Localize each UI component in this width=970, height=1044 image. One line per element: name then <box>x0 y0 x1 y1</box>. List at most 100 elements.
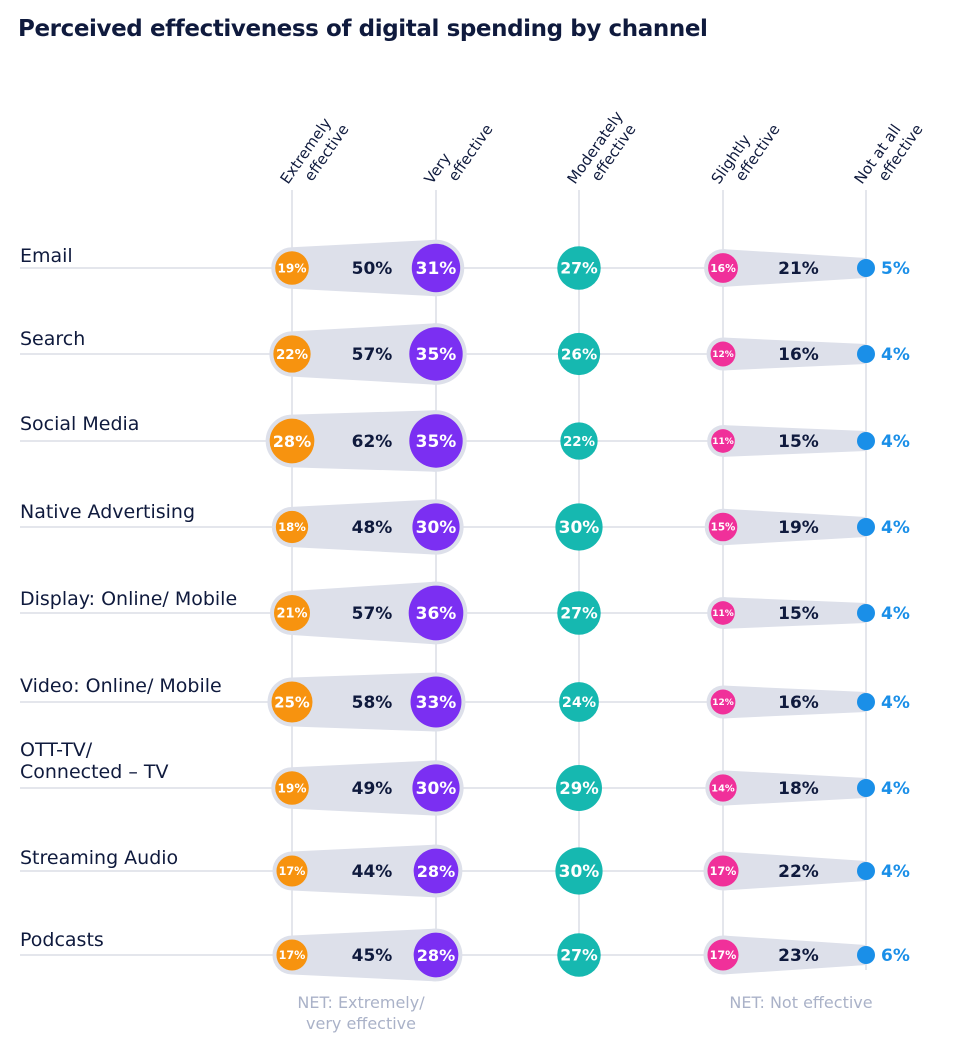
bubble-value: 26% <box>561 345 597 363</box>
bubble-2 <box>412 764 460 812</box>
bubble-3 <box>555 847 603 895</box>
row-label: OTT-TV/ <box>20 739 93 761</box>
bubble-4 <box>708 512 738 542</box>
bubble-5 <box>857 518 875 536</box>
row-label: Email <box>20 245 73 267</box>
net-effective-band <box>292 844 436 898</box>
bubble-value: 14% <box>711 784 735 795</box>
net-not-effective-band <box>723 425 866 457</box>
bubble-2 <box>413 848 459 894</box>
bubble-1 <box>273 335 311 373</box>
bubble-1 <box>271 681 313 723</box>
net-not-effective-value: 18% <box>778 779 819 799</box>
net-effective-band <box>292 499 436 555</box>
net-not-effective-band <box>723 935 866 975</box>
bubble-5 <box>857 432 875 450</box>
net-not-effective-value: 15% <box>778 432 819 452</box>
bubble-value: 27% <box>560 946 598 965</box>
net-not-effective-band <box>723 249 866 287</box>
bubble-2 <box>408 585 464 641</box>
bubble-4 <box>710 689 736 715</box>
row-label: Social Media <box>20 413 139 435</box>
net-not-effective-value: 22% <box>778 862 819 882</box>
bubble-value: 28% <box>273 432 312 451</box>
bubble-5-value: 4% <box>881 604 910 624</box>
net-not-effective-band <box>723 685 866 719</box>
net-not-effective-band <box>723 597 866 629</box>
bubble-5-value: 4% <box>881 779 910 799</box>
bubble-2 <box>410 676 462 728</box>
footer-net-effective: very effective <box>306 1014 416 1033</box>
bubble-4 <box>709 774 737 802</box>
bubble-value: 30% <box>416 779 457 799</box>
bubble-5-value: 5% <box>881 259 910 279</box>
bubble-value: 18% <box>278 520 306 534</box>
bubble-value: 21% <box>276 607 307 622</box>
bubble-3 <box>557 933 601 977</box>
bubble-3 <box>556 765 602 811</box>
bubble-5-value: 4% <box>881 862 910 882</box>
bubble-3 <box>557 332 601 376</box>
net-not-effective-value: 21% <box>778 259 819 279</box>
net-effective-band <box>292 928 436 982</box>
net-effective-value: 50% <box>352 259 393 279</box>
net-effective-value: 57% <box>352 604 393 624</box>
bubble-1 <box>275 251 309 285</box>
bubble-3 <box>555 503 603 551</box>
bubble-value: 33% <box>416 693 457 713</box>
net-not-effective-band <box>723 851 866 891</box>
bubble-value: 24% <box>562 695 596 711</box>
column-header-line: effective <box>444 121 496 185</box>
bubble-value: 17% <box>710 949 737 962</box>
bubble-5 <box>857 345 875 363</box>
net-not-effective-value: 16% <box>778 345 819 365</box>
bubble-5 <box>857 862 875 880</box>
bubble-value: 22% <box>276 348 308 363</box>
bubble-4 <box>711 601 735 625</box>
bubble-4 <box>711 429 735 453</box>
bubble-3 <box>557 246 601 290</box>
net-effective-band <box>292 410 436 472</box>
bubble-2 <box>409 414 463 468</box>
bubble-4 <box>710 341 736 367</box>
row-label: Streaming Audio <box>20 847 178 869</box>
net-effective-value: 58% <box>352 693 393 713</box>
bubble-1 <box>276 939 308 971</box>
bubble-value: 28% <box>417 946 456 965</box>
bubble-5-value: 6% <box>881 946 910 966</box>
bubble-value: 25% <box>274 694 310 711</box>
bubble-value: 29% <box>559 779 599 798</box>
net-effective-value: 48% <box>352 518 393 538</box>
bubble-value: 12% <box>712 698 734 708</box>
bubble-value: 15% <box>711 522 736 534</box>
bubble-value: 16% <box>710 262 736 275</box>
bubble-2 <box>413 932 459 978</box>
footer-net-effective: NET: Extremely/ <box>297 993 425 1012</box>
bubble-value: 30% <box>559 518 600 538</box>
bubble-2 <box>409 327 463 381</box>
row-label: Search <box>20 328 85 350</box>
footer-net-not-effective: NET: Not effective <box>729 993 872 1012</box>
row-label: Native Advertising <box>20 501 195 523</box>
net-effective-band <box>292 323 436 385</box>
bubble-5 <box>857 779 875 797</box>
bubble-1 <box>276 855 308 887</box>
bubble-1 <box>275 510 309 544</box>
net-not-effective-value: 19% <box>778 518 819 538</box>
bubble-value: 30% <box>559 862 600 882</box>
bubble-value: 28% <box>417 862 456 881</box>
bubble-value: 17% <box>279 949 306 962</box>
bubble-value: 27% <box>560 604 598 623</box>
net-not-effective-band <box>723 337 866 371</box>
bubble-4 <box>708 253 738 283</box>
chart-title: Perceived effectiveness of digital spend… <box>18 16 708 42</box>
bubble-value: 35% <box>416 345 457 365</box>
net-effective-value: 62% <box>352 432 393 452</box>
net-not-effective-band <box>723 770 866 806</box>
bubble-value: 35% <box>416 432 457 452</box>
bubble-5 <box>857 693 875 711</box>
net-effective-band <box>292 672 436 732</box>
